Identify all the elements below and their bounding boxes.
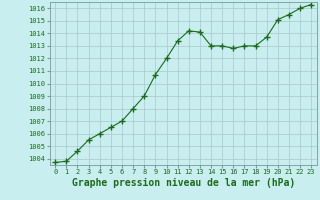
X-axis label: Graphe pression niveau de la mer (hPa): Graphe pression niveau de la mer (hPa) xyxy=(72,178,295,188)
